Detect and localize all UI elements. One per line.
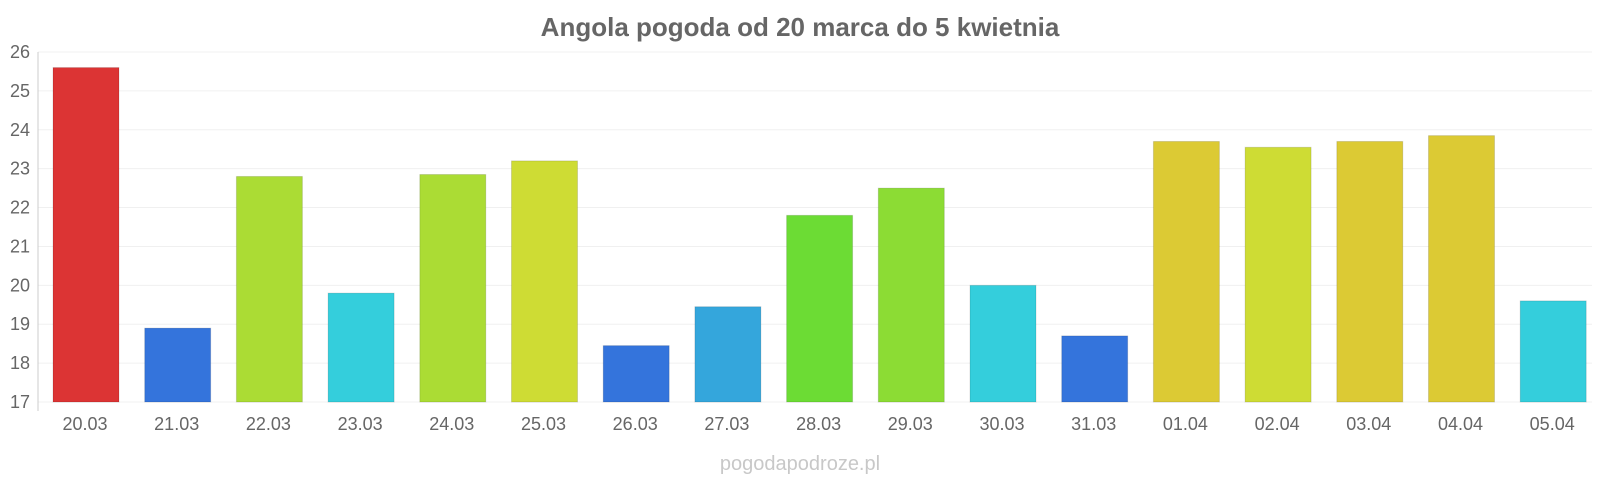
x-tick-label: 05.04 — [1530, 414, 1575, 434]
bar-24.03 — [419, 174, 487, 403]
x-tick-label: 03.04 — [1346, 414, 1391, 434]
x-tick-label: 02.04 — [1255, 414, 1300, 434]
y-tick-label: 21 — [10, 236, 30, 256]
bar-02.04 — [1244, 146, 1312, 403]
y-tick-label: 18 — [10, 353, 30, 373]
bar-27.03 — [694, 306, 762, 403]
bar-29.03 — [877, 187, 945, 403]
bar-25.03 — [511, 160, 578, 403]
y-tick-label: 19 — [10, 314, 30, 334]
y-tick-label: 25 — [10, 81, 30, 101]
x-tick-label: 23.03 — [338, 414, 383, 434]
x-tick-label: 29.03 — [888, 414, 933, 434]
x-tick-label: 27.03 — [704, 414, 749, 434]
bar-04.04 — [1428, 135, 1495, 403]
x-tick-label: 30.03 — [979, 414, 1024, 434]
y-tick-label: 24 — [10, 120, 30, 140]
x-tick-label: 21.03 — [154, 414, 199, 434]
bar-01.04 — [1152, 140, 1220, 403]
watermark: pogodapodroze.pl — [720, 453, 880, 475]
x-tick-label: 31.03 — [1071, 414, 1116, 434]
bar-30.03 — [969, 284, 1037, 403]
y-tick-label: 20 — [10, 275, 30, 295]
bar-23.03 — [327, 292, 395, 403]
bar-26.03 — [602, 345, 670, 403]
bar-31.03 — [1061, 335, 1129, 403]
x-tick-label: 28.03 — [796, 414, 841, 434]
bars — [52, 67, 1587, 403]
x-tick-label: 04.04 — [1438, 414, 1483, 434]
x-tick-label: 22.03 — [246, 414, 291, 434]
y-axis-ticks: 17 18 19 20 21 22 23 24 25 26 — [10, 42, 30, 412]
chart-title: Angola pogoda od 20 marca do 5 kwietnia — [541, 12, 1060, 42]
y-tick-label: 26 — [10, 42, 30, 62]
y-tick-label: 23 — [10, 159, 30, 179]
bar-05.04 — [1519, 300, 1587, 403]
bar-20.03 — [52, 67, 120, 403]
x-tick-label: 26.03 — [613, 414, 658, 434]
bar-28.03 — [786, 214, 854, 403]
x-tick-label: 20.03 — [62, 414, 107, 434]
x-tick-label: 01.04 — [1163, 414, 1208, 434]
y-tick-label: 17 — [10, 392, 30, 412]
x-axis-ticks: 20.03 21.03 22.03 23.03 24.03 25.03 26.03 27.03… — [62, 414, 1574, 434]
x-tick-label: 25.03 — [521, 414, 566, 434]
bar-22.03 — [235, 175, 303, 403]
bar-21.03 — [144, 327, 212, 403]
x-tick-label: 24.03 — [429, 414, 474, 434]
bar-03.04 — [1336, 140, 1404, 403]
y-tick-label: 22 — [10, 198, 30, 218]
